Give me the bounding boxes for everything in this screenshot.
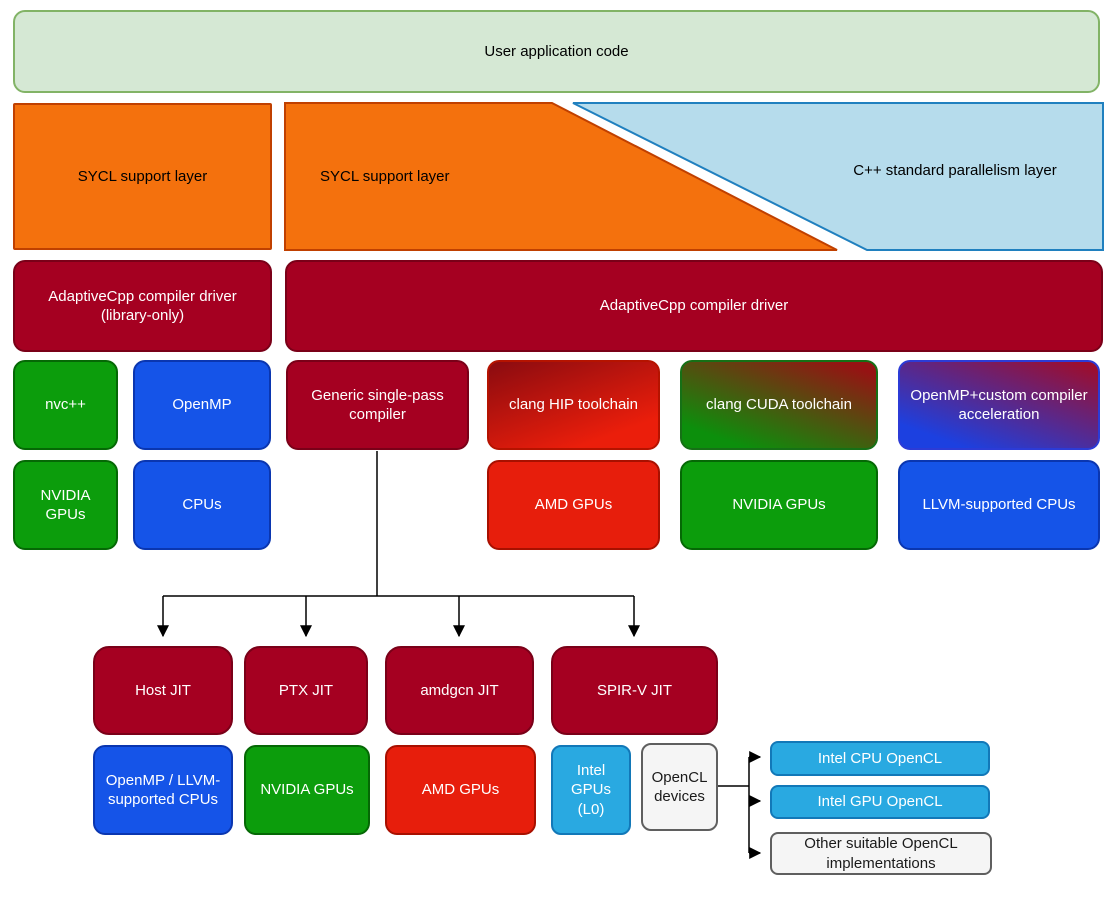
opencl-impl-intel-cpu-box: Intel CPU OpenCL [770,741,990,776]
cpp-standard-parallelism-label: C++ standard parallelism layer [853,161,1057,179]
target-nvidia-gpus-1-box: NVIDIA GPUs [13,460,118,550]
compiler-clang-hip-box: clang HIP toolchain [487,360,660,450]
jit-target-openmp-llvm-cpus-box: OpenMP / LLVM-supported CPUs [93,745,233,835]
target-llvm-supported-cpus-box: LLVM-supported CPUs [898,460,1100,550]
jit-ptx-box: PTX JIT [244,646,368,735]
user-application-code-box: User application code [13,10,1100,93]
compiler-nvcpp-box: nvc++ [13,360,118,450]
adaptivecpp-driver-library-only-box: AdaptiveCpp compiler driver (library-onl… [13,260,272,352]
sycl-support-layer-main-label: SYCL support layer [320,168,450,185]
jit-target-amd-gpus-box: AMD GPUs [385,745,536,835]
jit-target-opencl-devices-box: OpenCL devices [641,743,718,831]
sycl-support-layer-left-box: SYCL support layer [13,103,272,250]
opencl-impl-other-box: Other suitable OpenCL implementations [770,832,992,875]
compiler-generic-single-pass-box: Generic single-pass compiler [286,360,469,450]
jit-host-box: Host JIT [93,646,233,735]
jit-target-nvidia-gpus-box: NVIDIA GPUs [244,745,370,835]
target-cpus-box: CPUs [133,460,271,550]
compiler-clang-cuda-box: clang CUDA toolchain [680,360,878,450]
compiler-openmp-custom-box: OpenMP+custom compiler acceleration [898,360,1100,450]
jit-amdgcn-box: amdgcn JIT [385,646,534,735]
adaptivecpp-driver-box: AdaptiveCpp compiler driver [285,260,1103,352]
jit-target-intel-gpus-l0-box: Intel GPUs (L0) [551,745,631,835]
jit-spirv-box: SPIR-V JIT [551,646,718,735]
target-amd-gpus-1-box: AMD GPUs [487,460,660,550]
compiler-openmp-box: OpenMP [133,360,271,450]
target-nvidia-gpus-2-box: NVIDIA GPUs [680,460,878,550]
opencl-impl-intel-gpu-box: Intel GPU OpenCL [770,785,990,819]
